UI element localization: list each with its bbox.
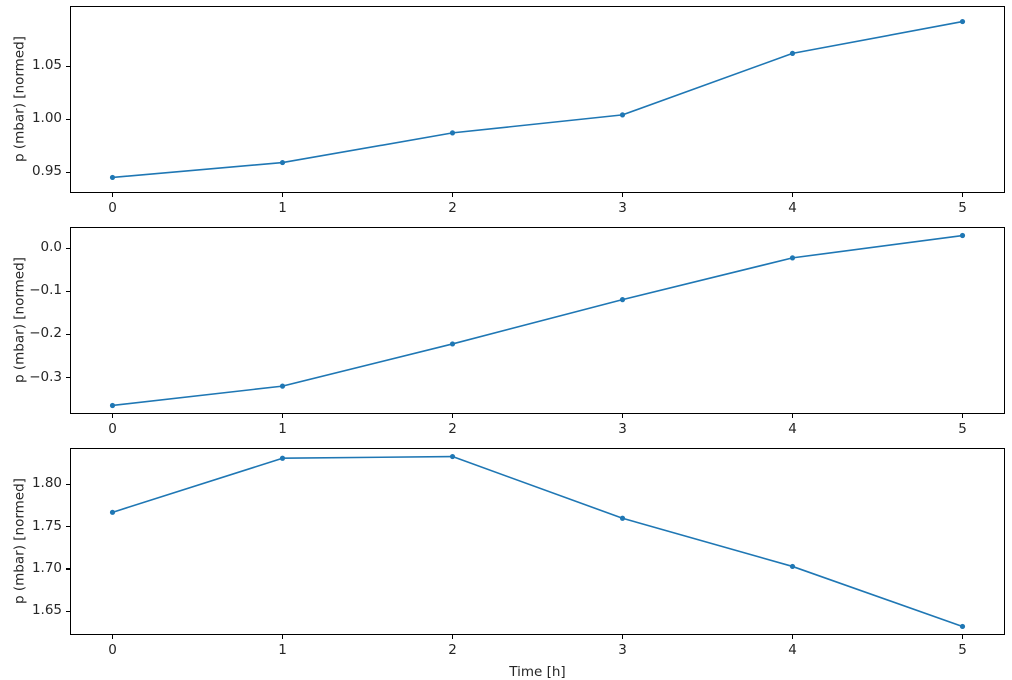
x-tick-label: 0 [108,421,117,437]
x-tick-label: 4 [788,421,797,437]
y-tick-mark [66,333,70,336]
y-tick-mark [66,118,70,120]
series-line [111,20,964,179]
data-point-marker [789,255,796,261]
x-tick-label: 5 [958,200,967,216]
y-tick-mark [66,376,70,379]
data-point-marker [959,18,966,25]
x-tick-mark [961,414,964,418]
y-tick-mark [66,568,70,570]
series-line [111,455,964,628]
data-point-marker [279,383,286,389]
data-point-marker [959,232,966,239]
x-tick-label: 3 [618,642,627,658]
x-axis-label: Time [h] [509,664,566,680]
y-tick-mark [66,171,70,173]
y-tick-label: 1.05 [31,57,62,74]
x-tick-label: 1 [278,642,287,658]
y-tick-label: −0.3 [29,368,62,385]
x-tick-mark [621,635,624,639]
x-tick-mark [281,635,284,639]
x-tick-mark [961,635,964,639]
y-tick-label: 1.00 [31,110,62,127]
x-tick-mark [281,193,284,197]
y-tick-mark [66,483,70,485]
axes-frame-1 [70,6,1005,193]
x-tick-mark [451,635,454,639]
x-tick-label: 0 [108,642,117,658]
x-tick-label: 5 [958,642,967,658]
x-tick-label: 3 [618,200,627,216]
x-tick-mark [961,193,964,197]
x-tick-mark [621,414,624,418]
series-line [111,234,964,407]
x-tick-label: 1 [278,421,287,437]
x-tick-label: 3 [618,421,627,437]
data-point-marker [279,455,286,461]
y-tick-label: −0.2 [29,325,62,342]
data-point-marker [279,159,286,166]
x-tick-label: 5 [958,421,967,437]
y-tick-label: 1.80 [31,475,62,492]
data-point-marker [449,341,456,347]
x-tick-mark [451,414,454,418]
x-tick-label: 2 [448,421,457,437]
y-tick-mark [66,247,70,249]
x-tick-label: 4 [788,200,797,216]
x-tick-mark [791,635,794,639]
data-point-marker [959,623,966,630]
y-tick-label: 0.95 [31,163,62,180]
x-tick-mark [111,635,114,639]
data-point-marker [109,402,116,409]
y-tick-label: 1.70 [31,559,62,576]
x-tick-mark [791,193,794,197]
data-point-marker [789,563,796,570]
data-point-marker [619,112,626,118]
data-point-marker [619,297,626,303]
x-tick-mark [451,193,454,197]
y-tick-mark [66,290,70,292]
x-tick-label: 2 [448,200,457,216]
y-axis-label-3: p (mbar) [normed] [11,477,27,604]
x-tick-mark [111,193,114,197]
x-tick-label: 1 [278,200,287,216]
y-tick-label: 0.0 [40,239,62,256]
data-point-marker [109,174,116,181]
y-tick-label: 1.75 [31,517,62,534]
x-tick-label: 2 [448,642,457,658]
axes-frame-2 [70,227,1005,414]
data-point-marker [109,509,116,515]
y-tick-mark [66,526,70,528]
y-tick-mark [66,65,70,67]
x-tick-mark [621,193,624,197]
x-tick-label: 0 [108,200,117,216]
y-tick-label: −0.1 [29,282,62,299]
axes-frame-3 [70,448,1005,635]
y-tick-mark [66,610,70,612]
data-point-marker [449,130,456,136]
data-point-marker [789,50,796,56]
data-point-marker [619,515,626,521]
y-tick-label: 1.65 [31,602,62,619]
x-tick-mark [111,414,114,418]
data-point-marker [449,453,456,460]
x-tick-mark [791,414,794,418]
x-tick-label: 4 [788,642,797,658]
x-tick-mark [281,414,284,418]
